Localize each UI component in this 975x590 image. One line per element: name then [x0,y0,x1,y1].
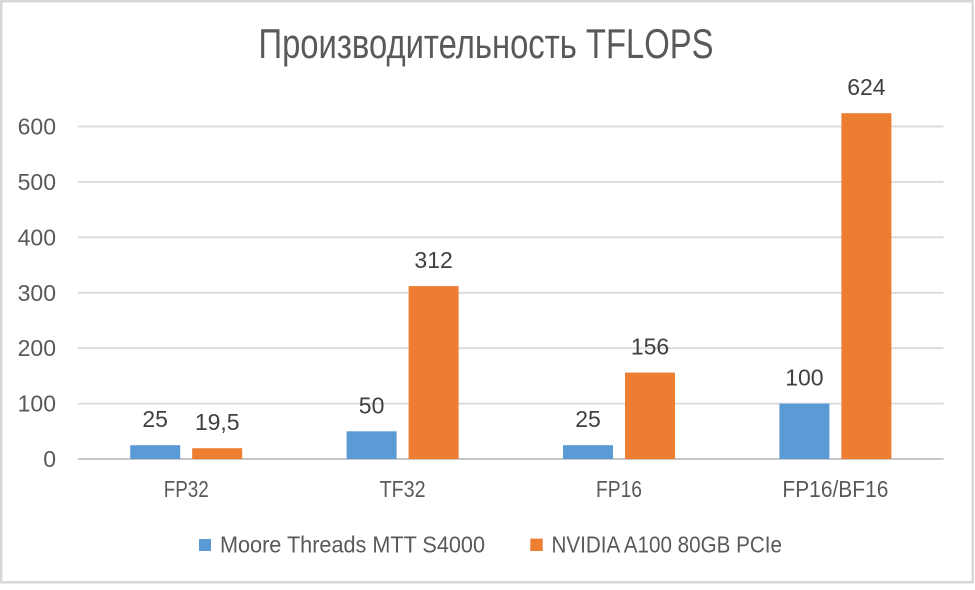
svg-text:Производительность TFLOPS: Производительность TFLOPS [259,20,714,67]
svg-text:FP16: FP16 [596,476,642,502]
svg-text:Moore Threads MTT S4000: Moore Threads MTT S4000 [220,532,485,558]
svg-text:50: 50 [359,392,385,418]
svg-text:156: 156 [631,334,669,360]
svg-text:400: 400 [18,224,56,250]
svg-text:500: 500 [18,169,56,195]
svg-text:FP32: FP32 [164,476,209,502]
svg-text:TF32: TF32 [380,476,426,502]
svg-text:25: 25 [142,406,168,432]
svg-text:624: 624 [847,74,886,100]
svg-text:600: 600 [18,114,56,140]
svg-text:312: 312 [414,247,452,273]
svg-text:100: 100 [785,365,823,391]
svg-text:200: 200 [18,335,56,361]
svg-text:25: 25 [575,406,601,432]
svg-text:0: 0 [43,446,56,472]
svg-text:300: 300 [18,280,56,306]
svg-text:NVIDIA A100 80GB PCIe: NVIDIA A100 80GB PCIe [552,532,783,558]
svg-text:100: 100 [18,391,56,417]
svg-text:19,5: 19,5 [195,409,240,435]
svg-text:FP16/BF16: FP16/BF16 [782,476,888,502]
